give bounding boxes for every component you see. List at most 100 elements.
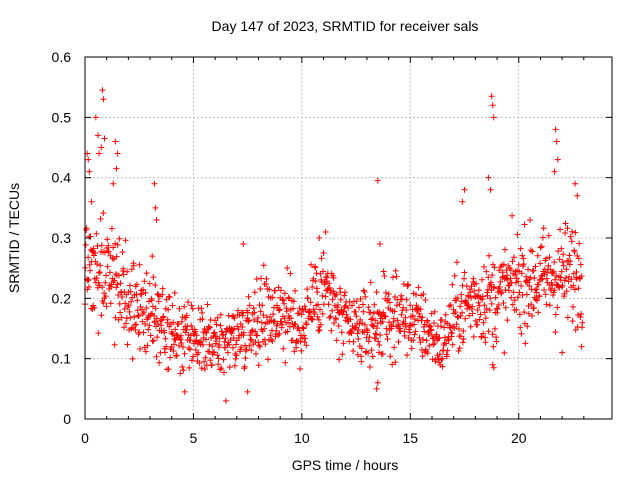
data-point <box>380 268 387 275</box>
data-point <box>315 316 322 323</box>
data-point <box>360 308 367 315</box>
data-point <box>395 321 402 328</box>
data-point <box>169 302 176 309</box>
data-point <box>173 352 180 359</box>
data-point <box>402 314 409 321</box>
data-point <box>175 320 182 327</box>
data-point <box>485 174 492 181</box>
data-point <box>116 300 123 307</box>
data-point <box>297 365 304 372</box>
data-point <box>479 276 486 283</box>
data-point <box>269 338 276 345</box>
data-point <box>528 312 535 319</box>
data-point <box>98 312 105 319</box>
data-point <box>245 318 252 325</box>
data-point <box>487 295 494 302</box>
data-point <box>430 319 437 326</box>
data-point <box>158 322 165 329</box>
data-point <box>270 318 277 325</box>
data-point <box>514 294 521 301</box>
data-point <box>220 356 227 363</box>
data-point <box>345 304 352 311</box>
data-point <box>153 216 160 223</box>
data-point <box>459 198 466 205</box>
data-point <box>551 259 558 266</box>
data-point <box>450 323 457 330</box>
data-point <box>409 312 416 319</box>
data-point <box>302 335 309 342</box>
data-point <box>95 279 102 286</box>
data-point <box>528 301 535 308</box>
data-point <box>322 274 329 281</box>
data-point <box>422 297 429 304</box>
data-point <box>443 353 450 360</box>
data-point <box>155 298 162 305</box>
data-point <box>153 315 160 322</box>
data-point <box>181 350 188 357</box>
data-point <box>403 296 410 303</box>
data-point <box>407 322 414 329</box>
data-point <box>311 309 318 316</box>
data-point <box>203 336 210 343</box>
data-point <box>433 331 440 338</box>
data-point <box>417 339 424 346</box>
data-point <box>356 320 363 327</box>
data-point <box>553 138 560 145</box>
data-point <box>112 314 119 321</box>
data-point <box>475 299 482 306</box>
data-point <box>218 365 225 372</box>
data-point <box>360 287 367 294</box>
data-point <box>395 338 402 345</box>
data-point <box>220 331 227 338</box>
data-point <box>474 307 481 314</box>
data-point <box>114 150 121 157</box>
data-point <box>176 305 183 312</box>
data-point <box>562 274 569 281</box>
data-point <box>172 326 179 333</box>
data-point <box>267 332 274 339</box>
data-point <box>115 316 122 323</box>
data-point <box>570 282 577 289</box>
data-point <box>167 354 174 361</box>
data-point <box>469 303 476 310</box>
data-point <box>123 315 130 322</box>
data-point <box>330 288 337 295</box>
data-point <box>322 293 329 300</box>
x-tick-label: 0 <box>81 430 89 446</box>
data-point <box>482 315 489 322</box>
data-point <box>328 327 335 334</box>
data-point <box>291 348 298 355</box>
data-point <box>124 341 131 348</box>
data-point <box>352 308 359 315</box>
data-point <box>138 290 145 297</box>
data-point <box>257 285 264 292</box>
data-point <box>376 241 383 248</box>
data-point <box>159 285 166 292</box>
data-point <box>470 275 477 282</box>
data-point <box>242 355 249 362</box>
data-point <box>578 273 585 280</box>
data-point <box>374 177 381 184</box>
data-point <box>576 240 583 247</box>
data-point <box>366 334 373 341</box>
data-point <box>250 305 257 312</box>
data-point <box>162 349 169 356</box>
data-point <box>355 326 362 333</box>
data-point <box>287 270 294 277</box>
data-point <box>221 338 228 345</box>
data-point <box>563 288 570 295</box>
data-point <box>248 337 255 344</box>
data-point <box>101 135 108 142</box>
data-point <box>536 277 543 284</box>
data-point <box>152 282 159 289</box>
data-point <box>308 261 315 268</box>
data-point <box>85 254 92 261</box>
data-point <box>383 325 390 332</box>
data-point <box>531 274 538 281</box>
data-point <box>226 341 233 348</box>
data-point <box>233 352 240 359</box>
data-point <box>296 305 303 312</box>
data-point <box>304 295 311 302</box>
data-point <box>178 339 185 346</box>
data-point <box>566 252 573 259</box>
